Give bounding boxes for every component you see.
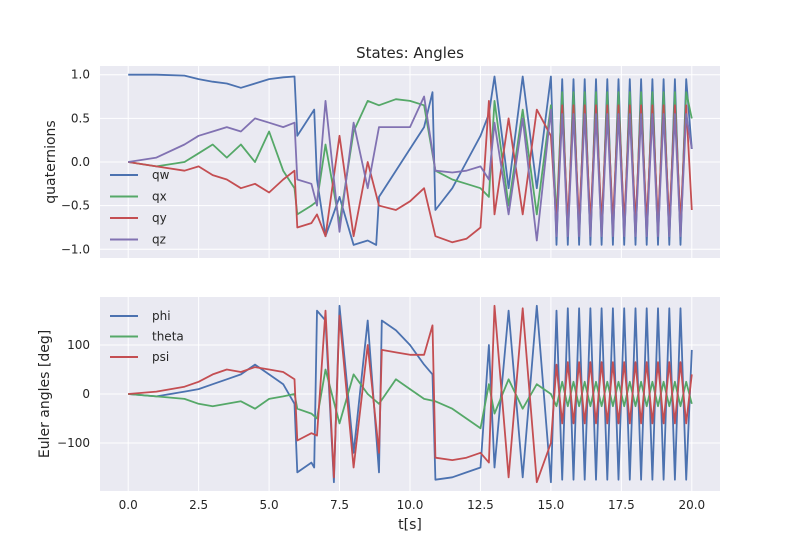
euler-xtick-label: 5.0 <box>260 498 279 512</box>
euler-xtick-label: 10.0 <box>397 498 424 512</box>
euler-xtick-labels: 0.0 2.5 5.0 7.5 10.0 12.5 15.0 17.5 20.0 <box>119 498 706 512</box>
euler-ytick-label: 100 <box>67 338 90 352</box>
legend-label-qx: qx <box>152 190 167 204</box>
legend-label-phi: phi <box>152 309 171 323</box>
euler-ylabel: Euler angles [deg] <box>37 330 53 458</box>
quaternion-ylabel: quaternions <box>43 120 59 203</box>
euler-xlabel: t[s] <box>398 517 422 533</box>
chart-title: States: Angles <box>356 44 464 62</box>
euler-xtick-label: 0.0 <box>119 498 138 512</box>
quaternion-ytick-label: −0.5 <box>61 199 90 213</box>
quaternion-ytick-labels: −1.0 −0.5 0.0 0.5 1.0 <box>61 68 90 257</box>
series-line-qz <box>128 95 693 242</box>
quaternion-ytick-label: 0.0 <box>71 155 90 169</box>
quaternion-ytick-label: 0.5 <box>71 111 90 125</box>
quaternion-ytick-label: 1.0 <box>71 68 90 82</box>
euler-axes: −100 0 100 0.0 2.5 5.0 7.5 10.0 12.5 15.0 17.5 20.… <box>37 297 720 533</box>
euler-legend: phi theta psi <box>110 309 184 364</box>
euler-xtick-label: 12.5 <box>467 498 494 512</box>
legend-label-qy: qy <box>152 211 167 225</box>
euler-ytick-labels: −100 0 100 <box>57 338 90 450</box>
quaternion-series <box>128 73 693 246</box>
euler-series <box>128 304 693 484</box>
quaternion-axes: −1.0 −0.5 0.0 0.5 1.0 quaternions qw qx qy qz <box>43 66 720 258</box>
quaternion-grid <box>100 66 720 258</box>
legend-label-qw: qw <box>152 168 170 182</box>
euler-xtick-label: 15.0 <box>538 498 565 512</box>
legend-label-theta: theta <box>152 330 184 344</box>
euler-ytick-label: −100 <box>57 436 90 450</box>
series-line-theta <box>128 368 693 430</box>
euler-ytick-label: 0 <box>82 387 90 401</box>
series-line-psi <box>128 304 693 484</box>
euler-xtick-label: 17.5 <box>608 498 635 512</box>
legend-label-qz: qz <box>152 233 166 247</box>
euler-xtick-label: 7.5 <box>330 498 349 512</box>
legend-label-psi: psi <box>152 350 169 364</box>
series-line-phi <box>128 304 693 484</box>
euler-xtick-label: 2.5 <box>189 498 208 512</box>
euler-xtick-label: 20.0 <box>678 498 705 512</box>
quaternion-legend: qw qx qy qz <box>110 168 170 247</box>
quaternion-ytick-label: −1.0 <box>61 242 90 256</box>
